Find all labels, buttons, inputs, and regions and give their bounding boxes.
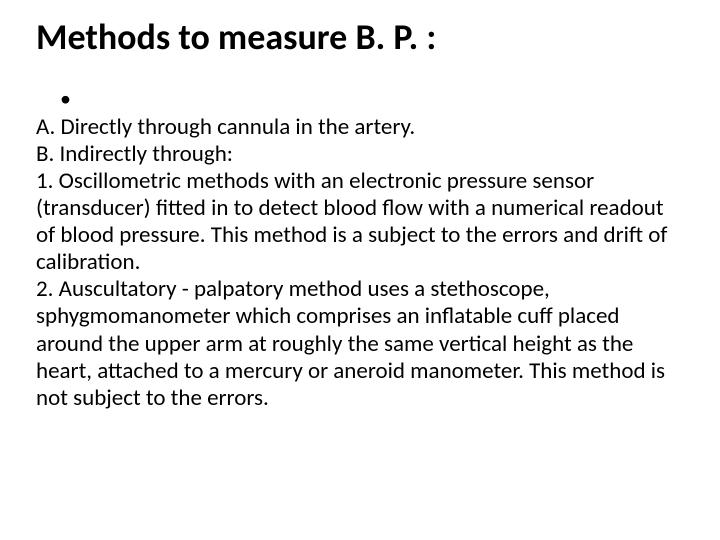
body-line-b: B. Indirectly through: (36, 141, 676, 168)
bullet-icon: • (60, 88, 71, 110)
body-line-2: 2. Auscultatory - palpatory method uses … (36, 276, 676, 412)
page-title: Methods to measure B. P. : (36, 18, 684, 58)
body-line-1: 1. Oscillometric methods with an electro… (36, 168, 676, 277)
body-text-block: A. Directly through cannula in the arter… (36, 114, 676, 412)
slide-container: Methods to measure B. P. : • A. Directly… (0, 0, 720, 540)
bullet-row: • (60, 84, 684, 110)
body-line-a: A. Directly through cannula in the arter… (36, 114, 676, 141)
